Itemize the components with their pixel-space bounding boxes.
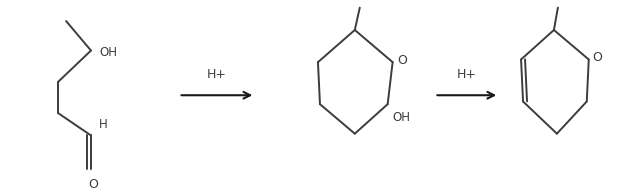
Text: OH: OH [392, 111, 411, 124]
Text: H+: H+ [457, 68, 477, 81]
Text: O: O [88, 178, 98, 191]
Text: H: H [99, 118, 108, 131]
Text: OH: OH [99, 46, 117, 59]
Text: O: O [593, 51, 603, 64]
Text: O: O [397, 54, 407, 67]
Text: H+: H+ [207, 68, 227, 81]
